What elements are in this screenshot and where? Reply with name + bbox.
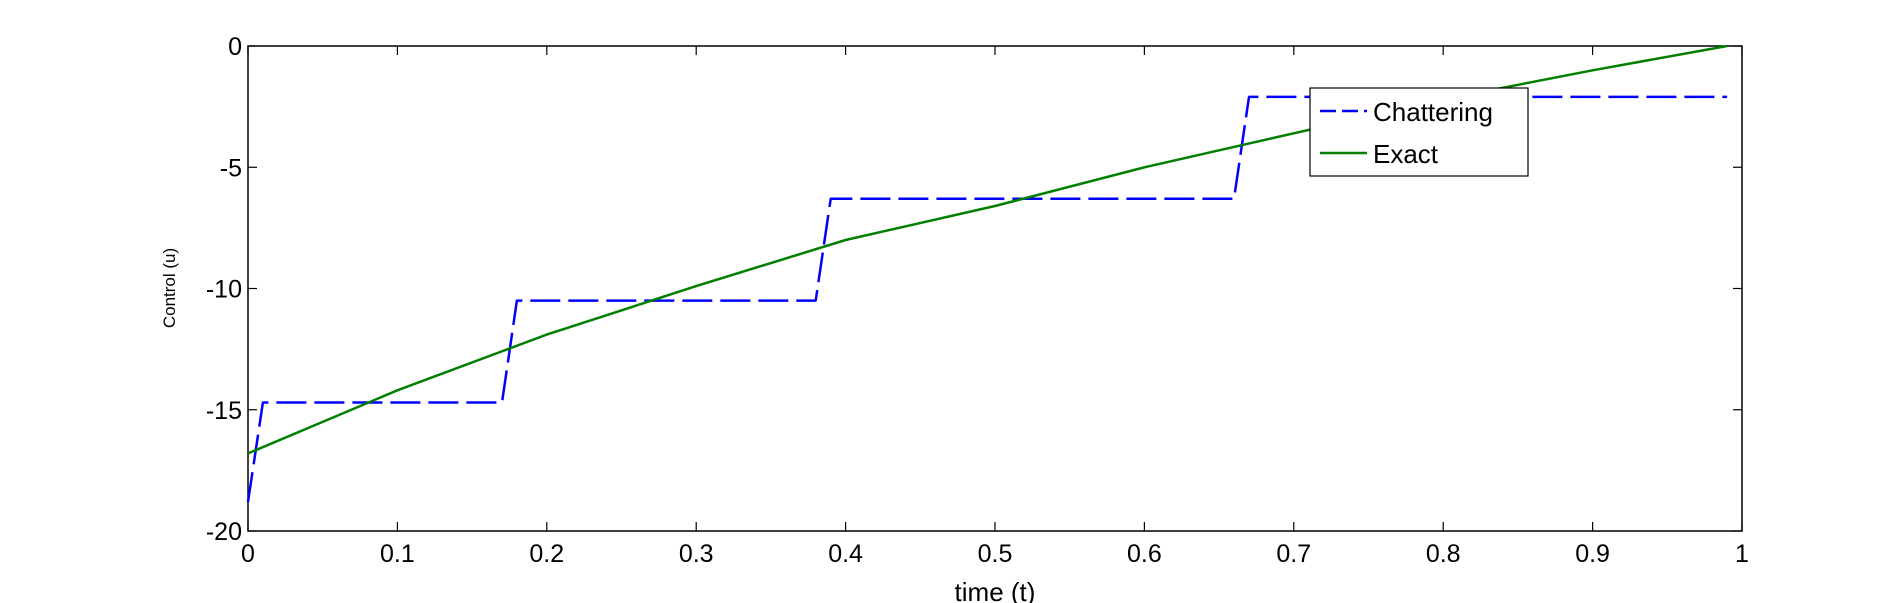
- x-tick-label: 0.4: [828, 540, 863, 568]
- x-tick-label: 0.3: [679, 540, 714, 568]
- x-tick-label: 0.7: [1276, 540, 1311, 568]
- y-tick-label: -5: [220, 154, 242, 182]
- x-tick-label: 1: [1735, 540, 1749, 568]
- y-tick-label: -10: [206, 276, 242, 304]
- x-tick-label: 0.1: [380, 540, 415, 568]
- legend-label-exact: Exact: [1373, 139, 1439, 169]
- x-tick-label: 0: [241, 540, 255, 568]
- x-tick-label: 0.8: [1426, 540, 1461, 568]
- legend: Chattering Exact: [1309, 87, 1529, 177]
- y-tick-label: -20: [206, 518, 242, 546]
- y-tick-label: -15: [206, 397, 242, 425]
- legend-box: [1309, 87, 1529, 177]
- x-tick-label: 0.5: [978, 540, 1013, 568]
- x-tick-label: 0.6: [1127, 540, 1162, 568]
- x-tick-label: 0.2: [529, 540, 564, 568]
- x-tick-label: 0.9: [1575, 540, 1610, 568]
- y-tick-label: 0: [228, 33, 242, 61]
- x-axis-label: time (t): [955, 577, 1036, 603]
- series-line-chattering: [246, 95, 1728, 503]
- y-axis-label: Control (u): [160, 248, 179, 328]
- legend-label-chattering: Chattering: [1373, 97, 1493, 127]
